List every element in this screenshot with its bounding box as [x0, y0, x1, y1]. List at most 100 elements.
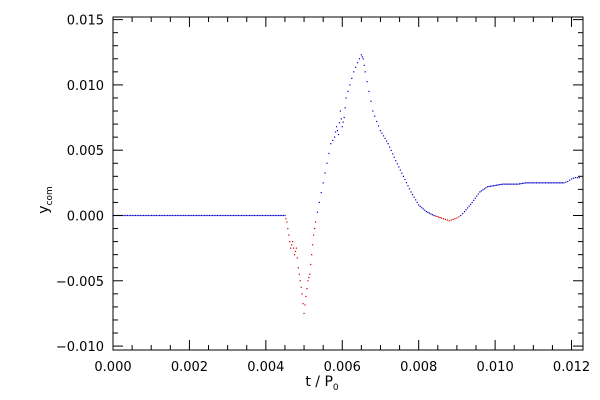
- data-point: [175, 214, 177, 217]
- data-point: [146, 214, 148, 217]
- data-point: [205, 214, 207, 217]
- data-point: [540, 182, 542, 184]
- x-tick-label: 0.008: [400, 360, 437, 375]
- data-point: [537, 182, 539, 184]
- data-point: [410, 191, 412, 193]
- data-point: [508, 183, 510, 185]
- data-point: [368, 90, 370, 93]
- data-point: [126, 214, 129, 217]
- data-point: [184, 214, 186, 217]
- data-point: [292, 247, 295, 249]
- data-point: [413, 196, 415, 198]
- data-point: [486, 186, 489, 188]
- data-point: [226, 214, 228, 217]
- data-point: [494, 184, 496, 187]
- data-point: [523, 182, 525, 184]
- data-point: [342, 121, 344, 123]
- data-point: [370, 100, 372, 102]
- data-point: [565, 181, 567, 183]
- data-point: [434, 215, 437, 217]
- data-point: [138, 214, 140, 217]
- data-point: [543, 182, 545, 184]
- data-point: [228, 214, 230, 217]
- data-point: [463, 210, 466, 213]
- data-point: [399, 169, 401, 171]
- data-point: [488, 185, 490, 188]
- data-point: [324, 172, 326, 174]
- labels-layer: 0.000 0.002 0.004 0.006 0.008 0.010 0.012 −0.01…: [56, 14, 590, 375]
- data-point: [311, 254, 313, 256]
- data-point: [407, 185, 409, 187]
- data-point: [554, 182, 556, 184]
- data-point: [349, 84, 351, 86]
- data-point: [313, 234, 315, 236]
- data-point: [520, 183, 522, 185]
- data-point: [344, 107, 346, 109]
- data-point: [273, 214, 275, 217]
- data-point: [152, 214, 154, 217]
- y-tick-label: 0.000: [67, 209, 104, 224]
- data-point: [131, 214, 133, 217]
- data-point: [436, 215, 438, 218]
- data-point: [356, 62, 359, 64]
- data-point: [408, 188, 411, 190]
- data-point: [200, 214, 202, 217]
- data-point: [274, 214, 276, 217]
- data-point: [231, 214, 233, 217]
- data-point: [337, 133, 340, 136]
- data-point: [223, 214, 225, 217]
- data-point: [159, 214, 161, 217]
- data-point: [398, 166, 400, 168]
- data-point: [500, 183, 502, 186]
- data-point: [360, 54, 362, 56]
- data-point: [130, 214, 132, 217]
- data-point: [372, 110, 374, 112]
- data-point: [244, 214, 246, 217]
- data-point: [218, 214, 220, 217]
- data-point: [289, 241, 291, 243]
- data-point: [517, 183, 519, 185]
- data-point: [415, 199, 417, 201]
- data-point: [563, 182, 565, 184]
- data-point: [309, 273, 311, 275]
- data-point: [411, 194, 414, 196]
- data-point: [512, 183, 515, 185]
- data-point: [555, 182, 557, 184]
- data-point: [499, 184, 501, 186]
- data-point: [288, 234, 290, 236]
- data-point: [320, 192, 322, 194]
- data-point: [444, 218, 447, 221]
- data-point: [474, 197, 476, 199]
- data-point: [133, 214, 135, 217]
- x-tick-label: 0.002: [171, 360, 208, 375]
- data-point: [341, 126, 343, 128]
- y-axis-title-main: y: [36, 205, 52, 213]
- data-point: [561, 182, 563, 184]
- data-point: [450, 219, 452, 221]
- data-point: [535, 182, 537, 184]
- data-point: [204, 214, 206, 217]
- data-point: [387, 143, 389, 145]
- data-point: [480, 190, 482, 192]
- data-point: [247, 214, 249, 217]
- data-point: [154, 214, 156, 217]
- data-point: [366, 81, 368, 83]
- data-point: [529, 182, 531, 184]
- data-point: [216, 214, 219, 217]
- plot-area: [112, 16, 584, 351]
- data-point: [303, 312, 305, 315]
- data-point: [276, 214, 278, 217]
- data-point: [361, 56, 363, 58]
- data-point: [467, 207, 469, 209]
- data-point: [167, 214, 169, 217]
- y-tick-label: −0.010: [56, 340, 104, 355]
- data-point: [456, 217, 458, 219]
- data-point: [439, 216, 441, 219]
- data-point: [195, 214, 198, 217]
- data-point: [239, 214, 241, 217]
- data-point: [548, 182, 550, 184]
- data-point: [570, 178, 573, 180]
- data-point: [546, 182, 548, 184]
- data-point: [178, 214, 180, 217]
